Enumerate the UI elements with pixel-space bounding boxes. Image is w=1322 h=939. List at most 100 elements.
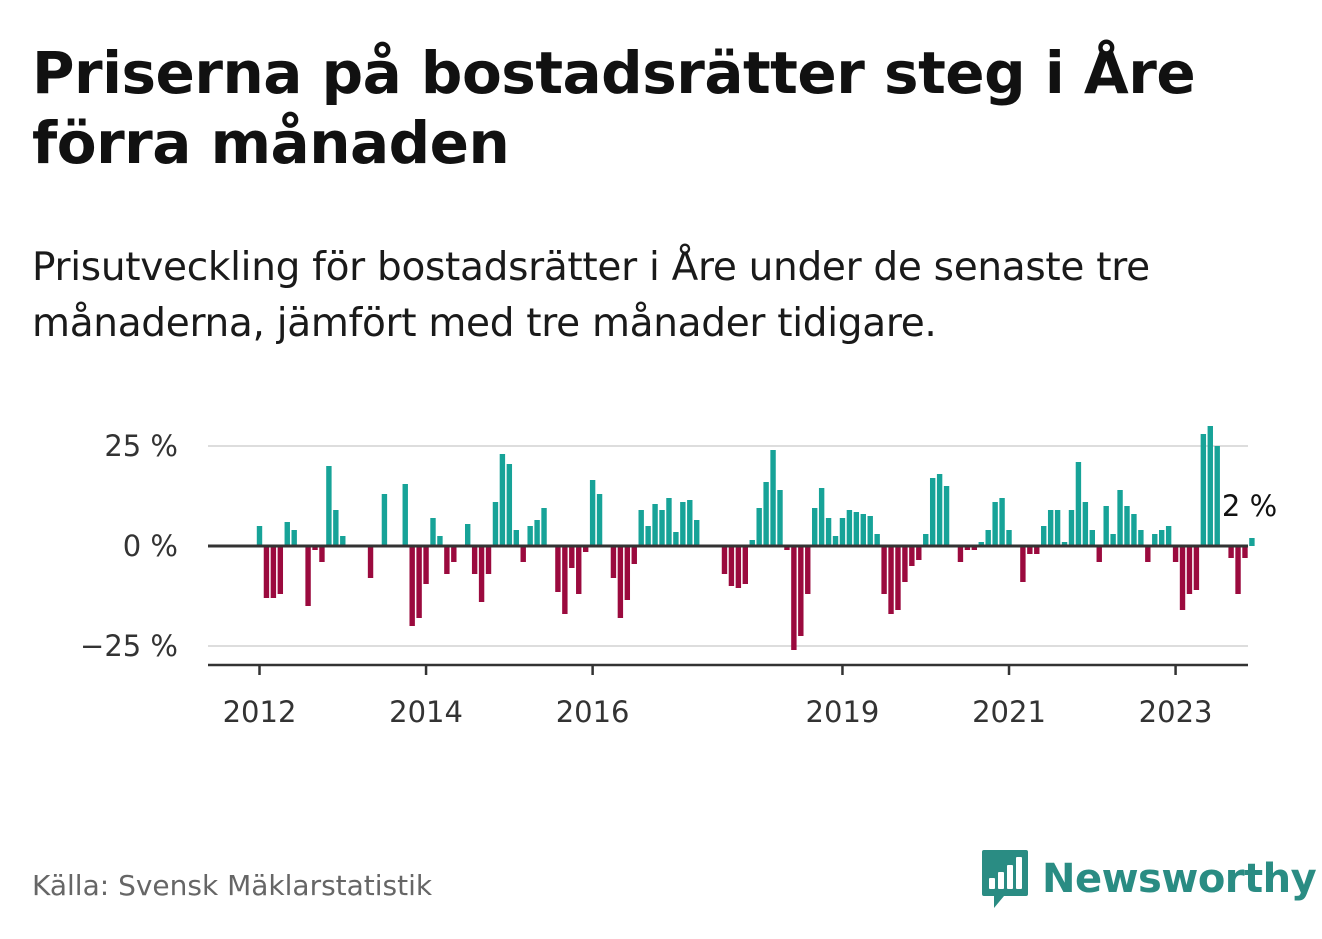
bar	[263, 546, 270, 598]
bar	[825, 518, 832, 546]
brand-logo[interactable]: Newsworthy	[980, 848, 1317, 910]
bar	[721, 546, 728, 574]
bar	[589, 480, 596, 546]
bar	[652, 504, 658, 546]
bar	[291, 530, 297, 546]
bar	[1075, 462, 1082, 546]
bar	[1152, 534, 1158, 546]
bar	[277, 546, 284, 594]
bar	[1207, 426, 1213, 546]
bar	[1020, 546, 1026, 582]
bar	[638, 510, 644, 546]
bar	[1186, 546, 1193, 594]
bar	[860, 514, 866, 546]
bar	[478, 546, 485, 602]
bar	[1159, 530, 1165, 546]
source-note: Källa: Svensk Mäklarstatistik	[32, 869, 433, 902]
x-tick-label: 2023	[1139, 695, 1213, 729]
bar	[999, 498, 1005, 546]
bar	[562, 546, 568, 614]
latest-value-label: 2 %	[1222, 489, 1277, 523]
bar	[534, 520, 540, 546]
bar	[430, 518, 436, 546]
bar	[985, 530, 991, 546]
bar	[582, 546, 589, 552]
x-tick-label: 2021	[972, 695, 1046, 729]
bar	[492, 502, 499, 546]
bar	[610, 546, 617, 578]
x-tick-label: 2019	[806, 695, 880, 729]
bar	[527, 526, 533, 546]
bar	[936, 474, 943, 546]
bar	[1138, 530, 1144, 546]
bar	[569, 546, 575, 568]
bar	[1131, 514, 1137, 546]
bar	[499, 454, 506, 546]
bar	[1242, 546, 1248, 558]
bar	[659, 510, 665, 546]
bar	[1235, 546, 1241, 594]
bar	[923, 534, 929, 546]
bar	[812, 508, 818, 546]
bar	[805, 546, 811, 594]
bar	[367, 546, 374, 578]
bar	[1089, 530, 1095, 546]
bar	[971, 546, 978, 550]
chart-title: Priserna på bostadsrätter steg i Åre för…	[32, 39, 1196, 177]
bar	[485, 546, 492, 574]
bar	[416, 546, 422, 618]
bar	[1110, 534, 1116, 546]
bar	[770, 450, 776, 546]
labels: 25 % 0 % −25 % 2012 2014 2016 2019 2021 2023 2 %	[80, 429, 1281, 729]
bar	[576, 546, 582, 594]
bar	[645, 526, 651, 546]
bar	[1228, 546, 1234, 558]
x-tick-label: 2012	[223, 695, 297, 729]
bar	[451, 546, 457, 562]
bar	[444, 546, 450, 574]
bar	[687, 500, 693, 546]
bar	[888, 546, 894, 614]
x-axis	[208, 663, 1248, 675]
y-tick-label: 25 %	[104, 429, 178, 463]
bar	[798, 546, 804, 636]
bar	[326, 466, 332, 546]
bar	[1172, 546, 1179, 562]
bar	[465, 524, 471, 546]
bar	[1006, 530, 1012, 546]
bar	[409, 546, 415, 626]
bar	[943, 486, 950, 546]
bar	[902, 546, 908, 582]
bar	[1214, 446, 1220, 546]
y-tick-label: −25 %	[80, 629, 178, 663]
bar	[631, 546, 637, 564]
bar	[1179, 546, 1186, 610]
bar	[437, 536, 443, 546]
bar	[256, 526, 263, 546]
bar	[846, 510, 853, 546]
bar	[305, 546, 311, 606]
bar	[735, 546, 742, 588]
bar	[381, 494, 388, 546]
bar	[555, 546, 561, 592]
bar	[1082, 502, 1089, 546]
bar	[978, 542, 984, 546]
bar	[1096, 546, 1102, 562]
bar	[596, 494, 603, 546]
bars	[256, 426, 1255, 650]
bar	[1027, 546, 1033, 554]
bar	[791, 546, 797, 650]
bar	[1047, 510, 1054, 546]
bar	[839, 518, 846, 546]
bar	[1061, 542, 1068, 546]
bar	[1117, 490, 1123, 546]
bar-chart: 25 % 0 % −25 % 2012 2014 2016 2019 2021 2023 2 %	[80, 426, 1281, 729]
bar	[402, 484, 408, 546]
chart-subtitle: Prisutveckling för bostadsrätter i Åre u…	[32, 245, 1150, 346]
bar	[1200, 434, 1207, 546]
bar	[541, 508, 547, 546]
bar	[340, 536, 346, 546]
bar	[832, 536, 839, 546]
bar	[1145, 546, 1151, 562]
bar	[666, 498, 672, 546]
